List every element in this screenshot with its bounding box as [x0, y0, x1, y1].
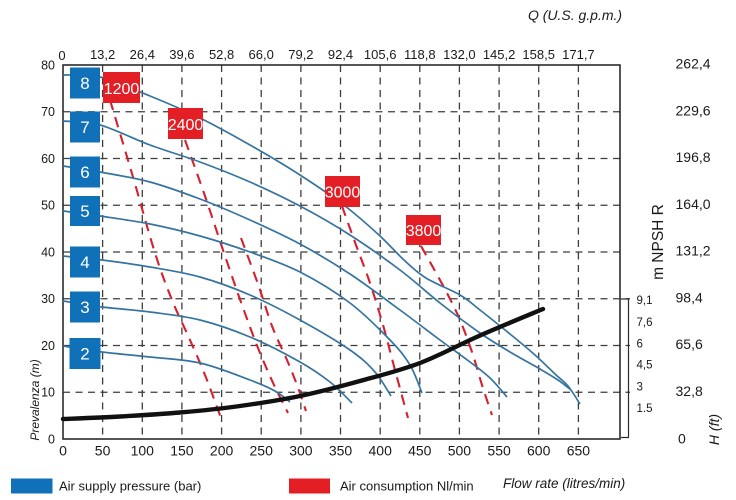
svg-text:Q (U.S. g.p.m.): Q (U.S. g.p.m.) [528, 7, 622, 23]
svg-text:400: 400 [369, 443, 393, 459]
svg-text:500: 500 [448, 443, 472, 459]
svg-text:26,4: 26,4 [130, 47, 155, 62]
svg-text:10: 10 [41, 386, 55, 400]
svg-text:52,8: 52,8 [209, 47, 234, 62]
svg-text:3000: 3000 [325, 185, 361, 202]
svg-text:40: 40 [41, 246, 55, 260]
svg-text:262,4: 262,4 [676, 56, 711, 72]
svg-text:9,1: 9,1 [637, 295, 653, 307]
svg-text:Prevalenza (m): Prevalenza (m) [28, 359, 42, 440]
svg-text:158,5: 158,5 [522, 47, 555, 62]
svg-text:132,0: 132,0 [443, 47, 476, 62]
svg-text:1.5: 1.5 [637, 403, 653, 415]
svg-text:0: 0 [58, 48, 65, 63]
svg-text:150: 150 [170, 443, 194, 459]
svg-text:Flow rate (litres/min): Flow rate (litres/min) [503, 476, 625, 491]
svg-text:8: 8 [80, 74, 89, 93]
svg-text:200: 200 [210, 443, 234, 459]
svg-text:39,6: 39,6 [169, 47, 194, 62]
svg-text:50: 50 [41, 199, 55, 213]
svg-text:118,8: 118,8 [404, 47, 436, 62]
svg-text:450: 450 [408, 443, 432, 459]
svg-text:3800: 3800 [406, 223, 442, 240]
svg-text:65,6: 65,6 [676, 336, 703, 352]
svg-text:0: 0 [59, 443, 67, 459]
svg-text:550: 550 [487, 443, 511, 459]
svg-text:0: 0 [678, 431, 686, 447]
svg-text:2: 2 [80, 345, 89, 364]
svg-text:0: 0 [48, 433, 55, 447]
svg-text:79,2: 79,2 [288, 47, 313, 62]
svg-text:1200: 1200 [104, 81, 140, 98]
svg-text:20: 20 [41, 339, 55, 353]
svg-text:13,2: 13,2 [90, 47, 115, 62]
svg-text:66,0: 66,0 [249, 47, 274, 62]
svg-text:250: 250 [250, 443, 274, 459]
svg-text:650: 650 [567, 443, 591, 459]
svg-text:80: 80 [41, 59, 55, 73]
svg-text:600: 600 [527, 443, 551, 459]
svg-text:Air supply pressure (bar): Air supply pressure (bar) [59, 479, 201, 494]
svg-text:3: 3 [80, 298, 89, 317]
svg-text:Air consumption Nl/min: Air consumption Nl/min [340, 479, 474, 494]
svg-text:300: 300 [289, 443, 313, 459]
svg-text:50: 50 [95, 443, 111, 459]
svg-text:171,7: 171,7 [562, 47, 595, 62]
svg-text:4,5: 4,5 [637, 360, 653, 372]
svg-text:350: 350 [329, 443, 353, 459]
svg-text:60: 60 [41, 152, 55, 166]
svg-text:131,2: 131,2 [676, 243, 711, 259]
svg-text:92,4: 92,4 [328, 47, 353, 62]
svg-text:30: 30 [41, 292, 55, 306]
svg-text:5: 5 [80, 202, 89, 221]
svg-text:m NPSH R: m NPSH R [650, 204, 667, 280]
svg-text:6: 6 [637, 339, 643, 351]
svg-text:H (ft): H (ft) [706, 414, 722, 445]
svg-text:229,6: 229,6 [676, 102, 711, 118]
svg-text:98,4: 98,4 [676, 289, 703, 305]
svg-text:7,6: 7,6 [637, 317, 653, 329]
svg-text:70: 70 [41, 105, 55, 119]
svg-text:2400: 2400 [168, 117, 204, 134]
svg-text:32,8: 32,8 [676, 383, 703, 399]
svg-text:6: 6 [80, 163, 89, 182]
svg-text:3: 3 [637, 382, 643, 394]
svg-text:105,6: 105,6 [364, 47, 397, 62]
svg-text:4: 4 [80, 253, 89, 272]
svg-text:145,2: 145,2 [483, 47, 516, 62]
svg-text:196,8: 196,8 [676, 149, 711, 165]
svg-text:7: 7 [80, 118, 89, 137]
svg-text:164,0: 164,0 [676, 196, 711, 212]
svg-text:100: 100 [131, 443, 155, 459]
